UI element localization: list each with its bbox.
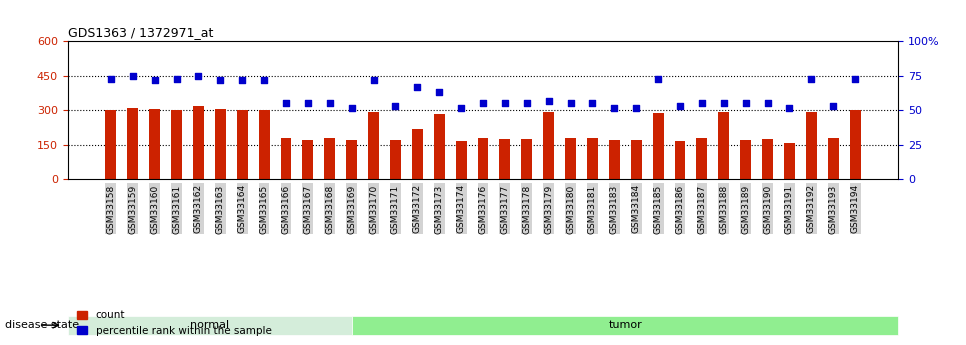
Bar <box>784 142 795 179</box>
Point <box>826 104 841 109</box>
Bar <box>543 111 554 179</box>
Bar <box>477 138 489 179</box>
Point <box>584 101 600 106</box>
Point <box>300 101 316 106</box>
Text: GDS1363 / 1372971_at: GDS1363 / 1372971_at <box>68 26 213 39</box>
Bar <box>171 110 182 179</box>
Point <box>387 104 403 109</box>
Bar <box>631 140 641 179</box>
Bar <box>237 110 247 179</box>
Bar <box>762 139 773 179</box>
Bar <box>499 139 510 179</box>
Bar <box>434 114 444 179</box>
Bar <box>653 113 664 179</box>
Bar <box>368 111 379 179</box>
Point <box>563 101 579 106</box>
Point <box>781 105 797 110</box>
Point <box>256 77 271 83</box>
Legend: count, percentile rank within the sample: count, percentile rank within the sample <box>72 306 275 340</box>
Bar <box>193 106 204 179</box>
Point <box>650 76 666 81</box>
Bar <box>346 140 357 179</box>
Bar <box>302 140 313 179</box>
Bar <box>259 110 270 179</box>
Point <box>432 90 447 95</box>
Bar <box>128 108 138 179</box>
Bar <box>280 138 292 179</box>
Bar <box>325 138 335 179</box>
Point <box>103 76 119 81</box>
Bar <box>696 138 707 179</box>
Point <box>716 101 731 106</box>
Bar <box>214 109 226 179</box>
Bar <box>149 109 160 179</box>
Bar <box>390 140 401 179</box>
Point <box>804 76 819 81</box>
Bar <box>565 138 576 179</box>
Bar <box>105 110 116 179</box>
Bar <box>412 129 423 179</box>
Point <box>190 73 206 79</box>
Point <box>322 101 337 106</box>
Bar <box>740 140 752 179</box>
Point <box>475 101 491 106</box>
Bar <box>828 138 838 179</box>
Bar <box>674 141 686 179</box>
Text: normal: normal <box>190 320 230 330</box>
Point <box>760 101 776 106</box>
Bar <box>456 141 467 179</box>
Point <box>847 76 863 81</box>
Point <box>213 77 228 83</box>
Bar <box>587 138 598 179</box>
Point <box>497 101 513 106</box>
Point <box>629 105 644 110</box>
Point <box>541 98 556 104</box>
Bar <box>719 111 729 179</box>
Text: tumor: tumor <box>609 320 642 330</box>
Point <box>672 104 688 109</box>
Point <box>278 101 294 106</box>
Bar <box>806 111 817 179</box>
Point <box>366 77 382 83</box>
Point <box>169 76 185 81</box>
Point <box>235 77 250 83</box>
Point <box>695 101 710 106</box>
Point <box>453 105 469 110</box>
Point <box>607 105 622 110</box>
Bar <box>609 140 620 179</box>
Point <box>147 77 162 83</box>
Bar <box>522 139 532 179</box>
Point <box>410 84 425 90</box>
Point <box>125 73 140 79</box>
Point <box>519 101 534 106</box>
Bar <box>850 110 861 179</box>
Point <box>738 101 753 106</box>
Text: disease state: disease state <box>5 320 79 330</box>
Point <box>344 105 359 110</box>
